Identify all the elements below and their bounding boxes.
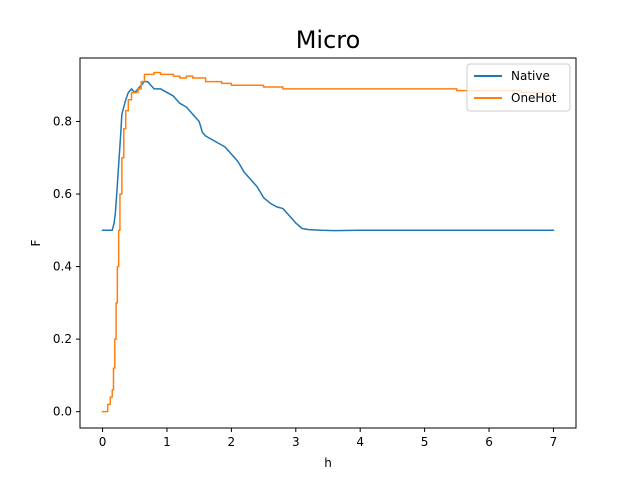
x-axis-label: h: [324, 456, 332, 470]
x-tick-label: 5: [421, 435, 429, 449]
x-tick-label: 7: [550, 435, 558, 449]
series-line-native: [101, 80, 555, 232]
chart-title: Micro: [296, 26, 361, 54]
plot-frame: [79, 57, 577, 429]
y-tick-label: 0.2: [53, 332, 72, 346]
legend: Native OneHot: [466, 63, 571, 112]
x-tick-label: 0: [99, 435, 107, 449]
y-tick-label: 0.6: [53, 187, 72, 201]
x-tick-label: 2: [228, 435, 236, 449]
y-tick-label: 0.0: [53, 405, 72, 419]
y-tick-label: 0.4: [53, 260, 72, 274]
x-tick-label: 3: [292, 435, 300, 449]
x-tick-label: 1: [163, 435, 171, 449]
legend-label-onehot: OneHot: [511, 91, 557, 105]
x-tick-label: 6: [485, 435, 493, 449]
axis-ticks: 0 1 2 3 4 5 6 7 0.0 0.2 0.4 0.6 0.8: [53, 114, 557, 449]
plot-area: [101, 71, 555, 413]
y-tick-label: 0.8: [53, 114, 72, 128]
series-line-onehot: [101, 71, 555, 413]
y-axis-label: F: [29, 239, 43, 246]
legend-label-native: Native: [511, 69, 550, 83]
x-tick-label: 4: [356, 435, 364, 449]
